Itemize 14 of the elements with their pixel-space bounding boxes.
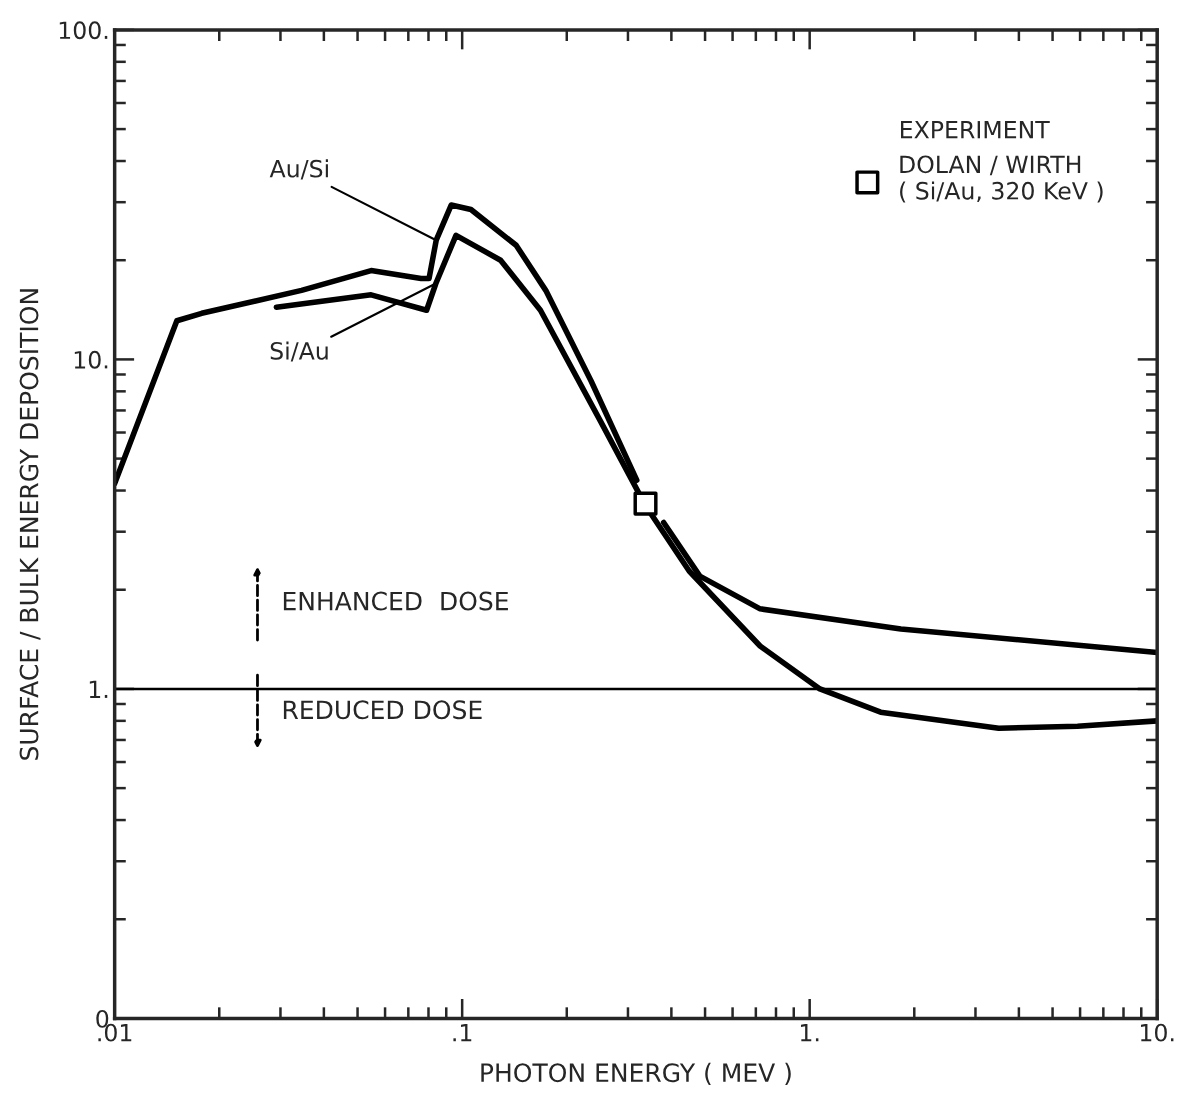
legend-title: EXPERIMENT <box>901 121 1050 139</box>
x-tick-label: .1 <box>453 1024 472 1042</box>
x-axis-title: PHOTON ENERGY ( MEV ) <box>481 1062 791 1086</box>
legend-label: DOLAN / WIRTH ( Si/Au, 320 KeV ) <box>900 155 1103 203</box>
text: Au/Si <box>269 159 328 180</box>
y-tick-label: 10. <box>74 350 108 369</box>
y-tick-label: 100. <box>59 21 108 40</box>
y-axis-title: SURFACE / BULK ENERGY DEPOSITION <box>19 289 41 760</box>
x-tick-label: 10. <box>1141 1023 1174 1042</box>
y-tick-label: 1. <box>89 680 108 698</box>
annotation: REDUCED DOSE <box>283 700 482 720</box>
annotation: ENHANCED DOSE <box>283 591 508 611</box>
x-tick-label: 1. <box>801 1024 819 1042</box>
series-label: Si/Au <box>270 341 328 362</box>
